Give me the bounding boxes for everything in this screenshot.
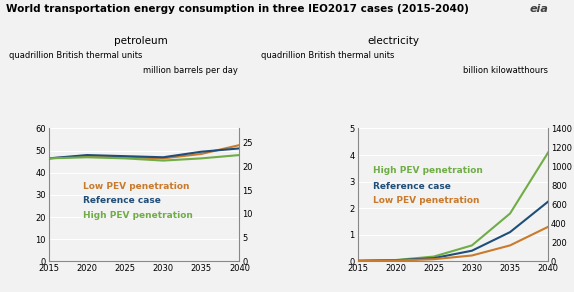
Text: quadrillion British thermal units: quadrillion British thermal units: [261, 51, 394, 60]
Text: High PEV penetration: High PEV penetration: [373, 166, 483, 175]
Text: Low PEV penetration: Low PEV penetration: [83, 182, 189, 191]
Text: electricity: electricity: [367, 36, 419, 46]
Text: million barrels per day: million barrels per day: [144, 66, 238, 75]
Text: quadrillion British thermal units: quadrillion British thermal units: [9, 51, 142, 60]
Text: High PEV penetration: High PEV penetration: [83, 211, 193, 220]
Text: eia: eia: [529, 4, 548, 14]
Text: Reference case: Reference case: [373, 182, 451, 191]
Text: Reference case: Reference case: [83, 196, 161, 205]
Text: Low PEV penetration: Low PEV penetration: [373, 196, 479, 205]
Text: World transportation energy consumption in three IEO2017 cases (2015-2040): World transportation energy consumption …: [6, 4, 468, 14]
Text: petroleum: petroleum: [114, 36, 168, 46]
Text: billion kilowatthours: billion kilowatthours: [463, 66, 548, 75]
